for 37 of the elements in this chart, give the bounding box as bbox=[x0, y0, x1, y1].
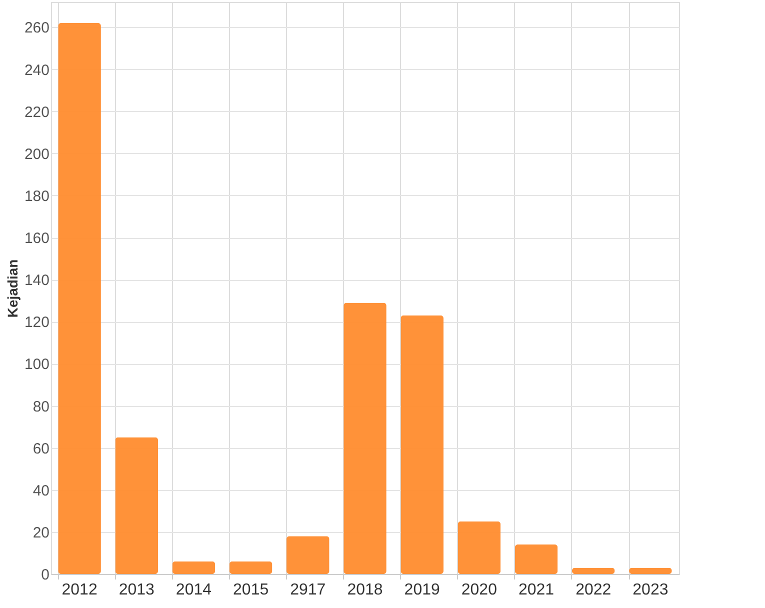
y-tick-label: 220 bbox=[24, 104, 50, 121]
y-tick-label: 140 bbox=[24, 272, 50, 290]
bar bbox=[229, 561, 272, 574]
x-tick-label: 2013 bbox=[118, 582, 155, 598]
bar bbox=[400, 315, 444, 574]
bar bbox=[572, 568, 615, 574]
y-axis-title: Kejadian bbox=[4, 259, 20, 318]
y-tick-label: 20 bbox=[32, 524, 50, 542]
bar bbox=[458, 521, 501, 574]
x-tick-label: 2917 bbox=[290, 582, 326, 598]
bar bbox=[344, 302, 386, 574]
bar bbox=[115, 437, 158, 574]
x-tick-label: 2018 bbox=[347, 582, 383, 598]
x-tick-label: 2021 bbox=[518, 582, 554, 598]
bar bbox=[514, 544, 558, 574]
x-tick-label: 2023 bbox=[632, 582, 668, 598]
x-tick-label: 2022 bbox=[576, 582, 612, 598]
y-tick-label: 40 bbox=[32, 482, 50, 500]
x-tick-label: 2020 bbox=[461, 582, 498, 598]
y-tick-label: 240 bbox=[24, 62, 50, 79]
y-tick-label: 120 bbox=[24, 314, 50, 332]
y-tick-label: 260 bbox=[24, 20, 50, 37]
x-tick-label: 2014 bbox=[176, 582, 212, 598]
bar bbox=[629, 568, 672, 574]
y-tick-label: 0 bbox=[41, 566, 50, 584]
bar bbox=[286, 536, 330, 574]
x-tick-label: 2019 bbox=[404, 582, 440, 598]
bar bbox=[172, 561, 216, 574]
y-tick-label: 100 bbox=[24, 356, 50, 374]
y-tick-label: 160 bbox=[24, 230, 50, 248]
y-tick-label: 80 bbox=[32, 398, 50, 416]
y-tick-label: 180 bbox=[24, 188, 50, 205]
bar bbox=[58, 23, 101, 574]
x-tick-label: 2012 bbox=[62, 582, 98, 598]
x-tick-label: 2015 bbox=[233, 582, 269, 598]
y-tick-label: 60 bbox=[32, 440, 50, 458]
y-tick-label: 200 bbox=[24, 146, 50, 163]
